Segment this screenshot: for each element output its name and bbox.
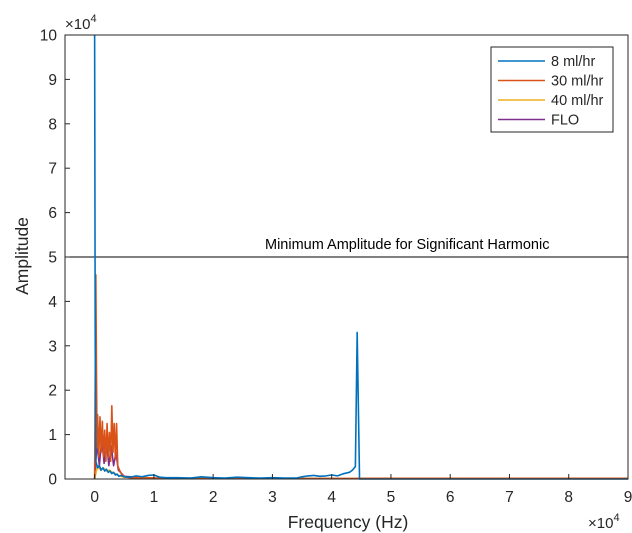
y-tick-label: 7 bbox=[48, 161, 57, 178]
y-axis-exponent-power: 4 bbox=[90, 13, 96, 25]
x-tick-label: 5 bbox=[387, 489, 396, 506]
x-axis-label: Frequency (Hz) bbox=[288, 512, 409, 532]
y-tick-label: 9 bbox=[48, 72, 57, 89]
y-tick-label: 3 bbox=[48, 338, 57, 355]
x-tick-label: 7 bbox=[505, 489, 514, 506]
x-tick-label: 1 bbox=[150, 489, 159, 506]
x-tick-label: 4 bbox=[327, 489, 336, 506]
x-tick-label: 3 bbox=[268, 489, 277, 506]
x-axis-exponent-base: ×10 bbox=[588, 515, 613, 532]
legend-label: FLO bbox=[551, 113, 579, 129]
x-axis-exponent-power: 4 bbox=[613, 512, 619, 524]
threshold-label: Minimum Amplitude for Significant Harmon… bbox=[265, 237, 549, 253]
legend-label: 8 ml/hr bbox=[551, 54, 595, 70]
x-tick-label: 2 bbox=[209, 489, 218, 506]
x-axis-ticks: 0 1 2 3 4 5 6 7 8 9 bbox=[90, 474, 632, 506]
y-tick-label: 0 bbox=[48, 472, 57, 489]
x-tick-label: 9 bbox=[624, 489, 632, 506]
y-axis-label: Amplitude bbox=[12, 217, 32, 295]
y-tick-label: 4 bbox=[48, 294, 57, 311]
y-axis-exponent-base: ×10 bbox=[65, 16, 90, 33]
series-line-0 bbox=[93, 34, 628, 480]
x-tick-label: 0 bbox=[90, 489, 99, 506]
legend-label: 30 ml/hr bbox=[551, 74, 604, 90]
x-axis-exponent: ×104 bbox=[588, 512, 620, 532]
x-tick-label: 8 bbox=[564, 489, 573, 506]
y-tick-label: 2 bbox=[48, 383, 57, 400]
y-tick-label: 5 bbox=[48, 250, 57, 267]
y-tick-label: 10 bbox=[40, 28, 58, 45]
x-tick-label: 6 bbox=[446, 489, 455, 506]
y-tick-label: 8 bbox=[48, 116, 57, 133]
legend: 8 ml/hr 30 ml/hr 40 ml/hr FLO bbox=[490, 46, 614, 133]
y-axis-ticks: 0 1 2 3 4 5 6 7 8 9 10 bbox=[40, 28, 70, 489]
y-tick-label: 1 bbox=[48, 427, 57, 444]
y-axis-exponent: ×104 bbox=[65, 13, 97, 33]
legend-label: 40 ml/hr bbox=[551, 93, 604, 109]
y-tick-label: 6 bbox=[48, 205, 57, 222]
threshold-layer: Minimum Amplitude for Significant Harmon… bbox=[65, 237, 628, 258]
